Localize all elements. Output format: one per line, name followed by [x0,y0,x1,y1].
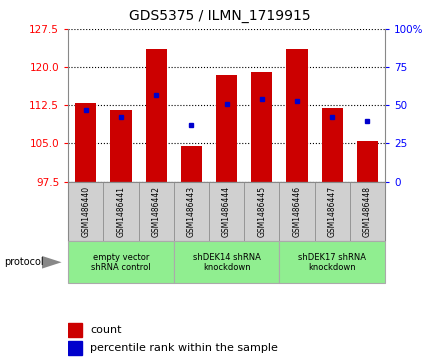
Bar [146,49,167,182]
Bar [251,72,272,182]
Bar [279,182,315,241]
Bar [350,182,385,241]
Bar [181,146,202,182]
Text: GSM1486441: GSM1486441 [117,186,125,237]
Polygon shape [42,256,62,269]
Text: GDS5375 / ILMN_1719915: GDS5375 / ILMN_1719915 [129,9,311,23]
Bar [322,108,343,182]
Bar [279,241,385,283]
Bar [357,141,378,182]
Text: GSM1486446: GSM1486446 [293,186,301,237]
Bar [68,182,103,241]
Bar [103,182,139,241]
Bar [174,182,209,241]
Bar [110,110,132,182]
Bar [139,182,174,241]
Bar [68,323,82,338]
Bar [75,103,96,182]
Text: count: count [90,325,122,335]
Text: GSM1486442: GSM1486442 [152,186,161,237]
Bar [209,182,244,241]
Text: shDEK14 shRNA
knockdown: shDEK14 shRNA knockdown [193,253,260,272]
Bar [174,241,279,283]
Text: GSM1486447: GSM1486447 [328,186,337,237]
Bar [68,241,174,283]
Text: shDEK17 shRNA
knockdown: shDEK17 shRNA knockdown [298,253,366,272]
Bar [315,182,350,241]
Text: percentile rank within the sample: percentile rank within the sample [90,343,278,354]
Text: empty vector
shRNA control: empty vector shRNA control [91,253,151,272]
Text: GSM1486445: GSM1486445 [257,186,266,237]
Text: GSM1486440: GSM1486440 [81,186,90,237]
Bar [244,182,279,241]
Text: GSM1486444: GSM1486444 [222,186,231,237]
Bar [286,49,308,182]
Bar [216,75,237,182]
Text: protocol: protocol [4,257,44,267]
Bar [68,341,82,355]
Text: GSM1486443: GSM1486443 [187,186,196,237]
Text: GSM1486448: GSM1486448 [363,186,372,237]
